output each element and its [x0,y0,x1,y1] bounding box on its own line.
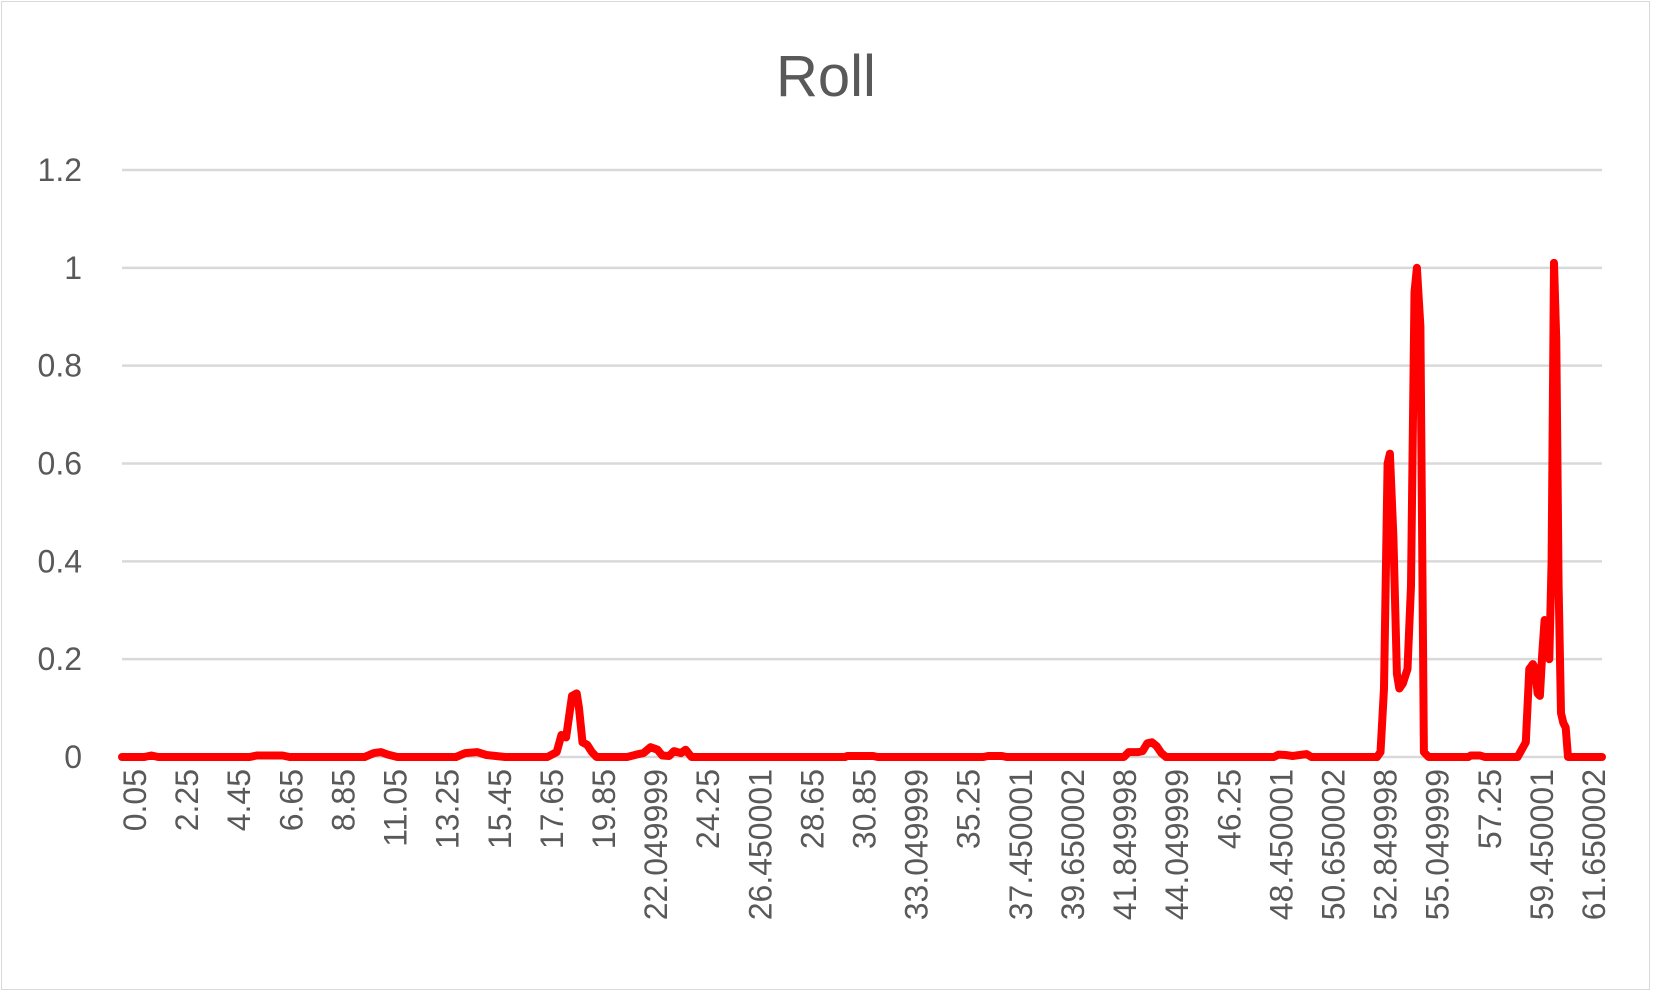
x-tick-label: 8.85 [325,769,361,831]
x-tick-label: 50.650002 [1315,769,1351,920]
x-tick-label: 22.049999 [638,769,674,920]
y-tick-label: 0.4 [38,543,82,579]
y-tick-label: 0 [64,739,82,775]
x-axis-ticks: 0.05 2.25 4.45 6.65 8.85 11.05 13.25 15.45 17.65… [117,769,1612,920]
y-axis-ticks: 0 0.2 0.4 0.6 0.8 1 1.2 [38,152,82,775]
series-line-0 [118,258,1606,761]
y-tick-label: 0.8 [38,348,82,384]
x-tick-label: 15.45 [482,769,518,849]
x-tick-label: 30.85 [847,769,883,849]
gridlines [122,168,1602,759]
x-tick-label: 19.85 [586,769,622,849]
x-tick-label: 26.450001 [742,769,778,920]
series-layer [118,258,1606,761]
x-tick-label: 6.65 [273,769,309,831]
x-tick-label: 11.05 [378,769,414,847]
x-tick-label: 44.049999 [1159,769,1195,920]
y-tick-label: 1 [64,250,82,286]
x-tick-label: 35.25 [951,769,987,849]
y-tick-label: 0.2 [38,641,82,677]
chart-title: Roll [776,44,876,109]
y-tick-label: 1.2 [38,152,82,188]
x-tick-label: 13.25 [430,769,466,849]
x-tick-label: 52.849998 [1368,769,1404,920]
x-tick-label: 39.650002 [1055,769,1091,920]
x-tick-label: 57.25 [1472,769,1508,849]
x-tick-label: 17.65 [534,769,570,849]
y-tick-label: 0.6 [38,446,82,482]
x-tick-label: 41.849998 [1107,769,1143,920]
x-tick-label: 46.25 [1211,769,1247,849]
x-tick-label: 24.25 [690,769,726,849]
x-tick-label: 4.45 [221,769,257,831]
x-tick-label: 28.65 [794,769,830,849]
x-tick-label: 0.05 [117,769,153,831]
x-tick-label: 48.450001 [1263,769,1299,920]
x-tick-label: 37.450001 [1003,769,1039,920]
x-tick-label: 2.25 [169,769,205,831]
x-tick-label: 59.450001 [1524,769,1560,920]
x-tick-label: 33.049999 [899,769,935,920]
x-tick-label: 55.049999 [1420,769,1456,920]
x-tick-label: 61.650002 [1576,769,1612,920]
